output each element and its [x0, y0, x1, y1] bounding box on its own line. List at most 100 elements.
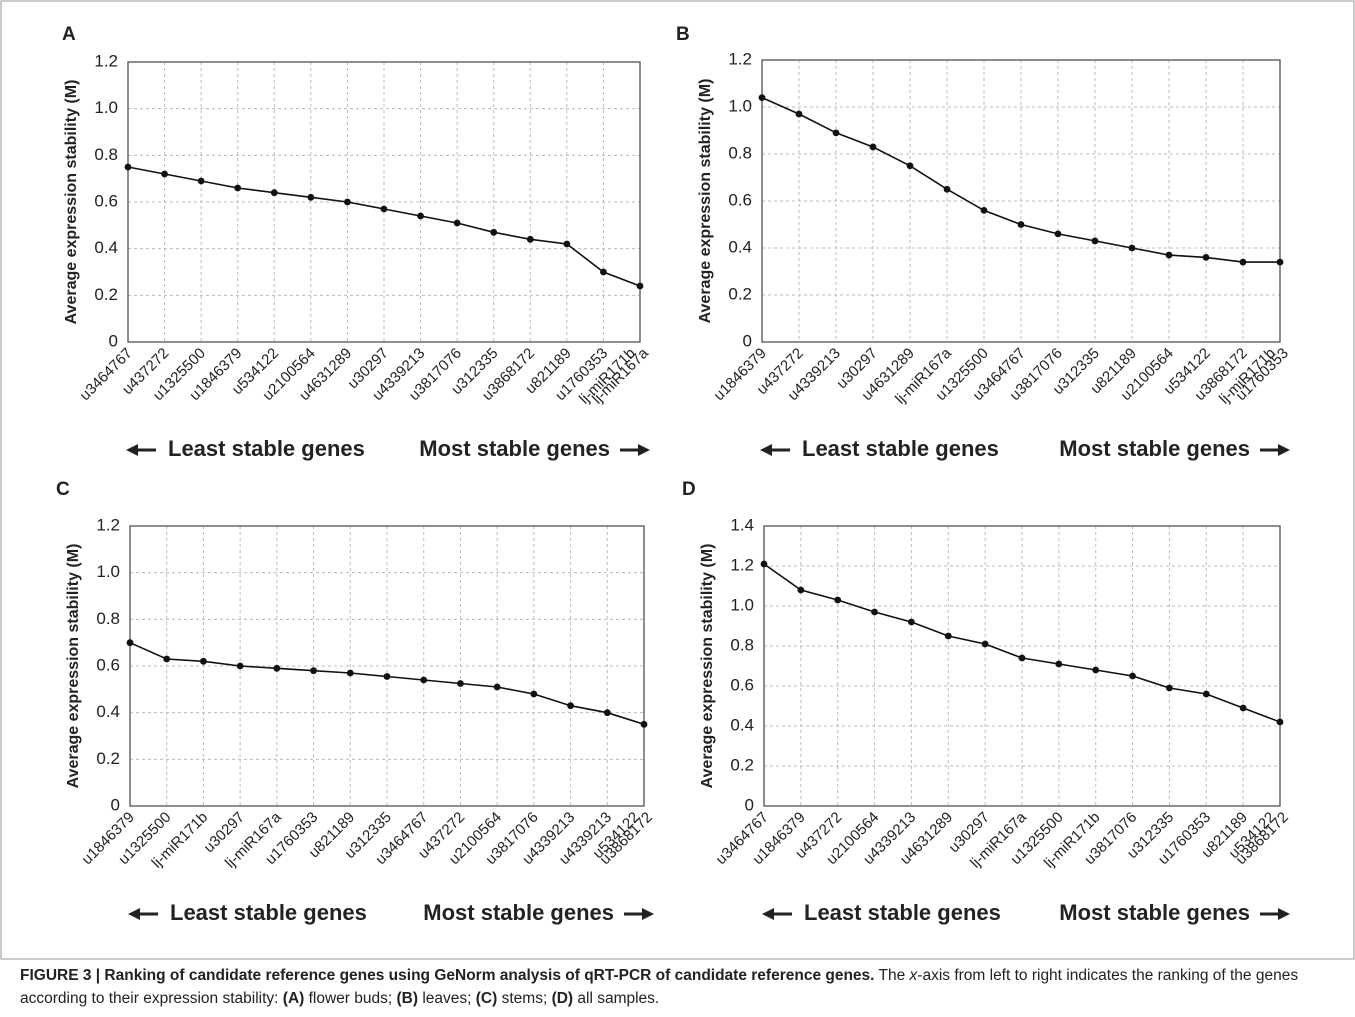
y-tick-label: 0.2	[728, 284, 752, 303]
data-point	[908, 618, 915, 626]
data-point	[273, 664, 281, 672]
data-point	[1239, 258, 1247, 266]
data-point	[270, 189, 278, 197]
y-tick-label: 0.2	[94, 285, 118, 304]
data-point	[126, 639, 134, 647]
data-point	[1202, 690, 1210, 698]
data-point	[383, 673, 391, 680]
y-axis-label: Average expression stability (M)	[697, 79, 714, 324]
panel-label: D	[682, 479, 696, 500]
caption-run: (C)	[475, 990, 498, 1007]
data-point	[1202, 254, 1210, 261]
data-point	[200, 657, 207, 665]
caption-run: flower buds;	[304, 990, 397, 1007]
caption-run: all samples.	[573, 990, 660, 1007]
data-point	[307, 193, 315, 201]
y-tick-label: 0.4	[94, 238, 118, 257]
data-point	[1165, 251, 1173, 259]
y-tick-label: 1.0	[728, 96, 752, 115]
arrow	[1260, 444, 1290, 456]
arrow	[620, 444, 650, 456]
data-point	[943, 185, 951, 193]
data-point	[906, 162, 914, 170]
data-point	[832, 129, 840, 137]
data-point	[567, 702, 574, 710]
arrow	[760, 444, 790, 456]
data-point	[236, 662, 244, 670]
data-point	[380, 205, 388, 213]
data-point	[1054, 230, 1062, 238]
y-axis-label: Average expression stability (M)	[63, 80, 80, 325]
data-point	[530, 690, 538, 698]
data-point	[871, 608, 878, 616]
y-tick-label: 1.4	[730, 515, 754, 534]
data-point	[944, 632, 952, 640]
y-axis-label: Average expression stability (M)	[699, 544, 716, 789]
annotation: Most stable genes	[419, 436, 610, 461]
data-point	[417, 212, 424, 220]
y-tick-label: 0.4	[728, 237, 752, 256]
data-point	[797, 586, 805, 594]
arrow	[1260, 908, 1290, 920]
caption-run: x	[909, 967, 918, 984]
caption-run: (D)	[551, 990, 574, 1007]
data-point	[124, 163, 132, 171]
data-point	[161, 170, 168, 178]
data-point	[640, 720, 648, 728]
data-point	[758, 94, 766, 101]
plot-frame	[761, 59, 1281, 343]
y-tick-label: 0	[109, 331, 118, 350]
plot-frame	[763, 525, 1281, 807]
data-point	[490, 228, 498, 236]
y-tick-label: 0.8	[94, 145, 118, 164]
data-point	[234, 184, 242, 192]
annotation: Least stable genes	[170, 900, 367, 925]
data-point	[344, 198, 351, 206]
data-point	[457, 680, 464, 687]
arrow	[762, 908, 792, 920]
data-point	[197, 177, 205, 185]
y-tick-label: 0.2	[730, 755, 754, 774]
y-tick-label: 1.2	[96, 515, 120, 534]
caption-run: -axis from left to right indicates the r…	[20, 967, 1303, 1007]
y-tick-label: 1.0	[96, 562, 120, 581]
data-point	[795, 110, 803, 118]
data-point	[493, 683, 501, 691]
y-tick-label: 1.2	[730, 555, 754, 574]
annotation: Most stable genes	[1059, 436, 1250, 461]
data-point	[163, 655, 171, 663]
annotation: Least stable genes	[804, 900, 1001, 925]
y-tick-label: 0.4	[96, 702, 120, 721]
x-tick-label: u1846379	[711, 345, 770, 404]
data-point	[869, 143, 877, 151]
y-tick-label: 0.6	[96, 655, 120, 674]
data-point	[1128, 244, 1136, 252]
y-tick-label: 0.2	[96, 749, 120, 768]
y-tick-label: 0	[111, 795, 120, 814]
y-tick-label: 0.6	[94, 191, 118, 210]
data-point	[1276, 258, 1284, 266]
arrow	[126, 444, 156, 456]
y-tick-label: 0	[745, 795, 754, 814]
data-point	[1276, 718, 1284, 726]
y-tick-label: 0.8	[728, 143, 752, 162]
annotation: Most stable genes	[1059, 900, 1250, 925]
caption-run: FIGURE 3 | Ranking of candidate referenc…	[20, 967, 875, 984]
y-tick-label: 0	[743, 331, 752, 350]
annotation: Least stable genes	[168, 436, 365, 461]
data-point	[980, 207, 988, 214]
plot-frame	[129, 525, 645, 807]
data-point	[1017, 221, 1025, 228]
caption: FIGURE 3 | Ranking of candidate referenc…	[20, 964, 1320, 1010]
panel-label: C	[56, 479, 70, 500]
annotation: Least stable genes	[802, 436, 999, 461]
y-tick-label: 1.2	[94, 51, 118, 70]
data-point	[526, 235, 534, 243]
panel-label: A	[62, 24, 76, 45]
data-point	[1055, 660, 1063, 668]
data-point	[1166, 684, 1173, 692]
caption-run: The	[874, 967, 910, 984]
y-tick-label: 1.0	[730, 595, 754, 614]
